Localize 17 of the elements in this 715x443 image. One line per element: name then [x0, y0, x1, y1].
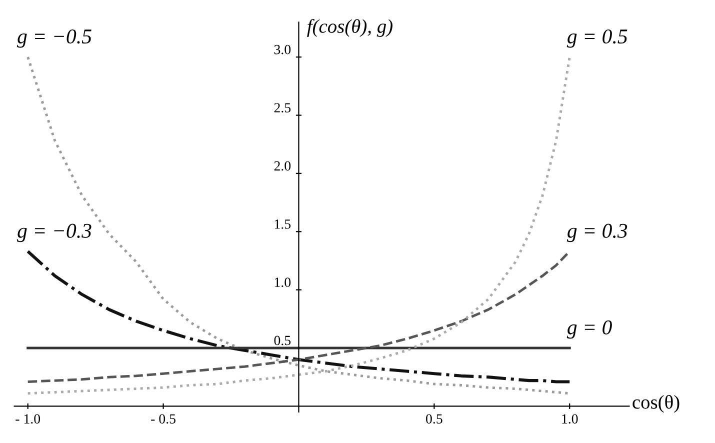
series-label: g = 0.5	[566, 29, 628, 48]
series-label: g = 0	[566, 320, 612, 339]
y-tick-label: 2.0	[274, 161, 291, 171]
x-tick-label: 1.0	[562, 414, 578, 424]
y-tick-label: 2.5	[274, 103, 291, 112]
y-tick-label: 1.5	[274, 219, 291, 229]
x-tick-label: - 0.5	[151, 414, 176, 424]
y-tick-label: 0.5	[274, 336, 291, 346]
series-label: g = −0.5	[17, 29, 92, 48]
series-label: g = −0.3	[17, 224, 92, 242]
series-label: g = 0.3	[566, 224, 628, 242]
x-tick-label: - 1.0	[16, 414, 40, 424]
x-axis-title: cos(θ)	[632, 394, 680, 413]
y-axis-title: f(cos(θ), g)	[307, 19, 392, 37]
y-tick-label: 3.0	[274, 44, 291, 54]
x-tick-label: 0.5	[426, 414, 442, 424]
y-tick-label: 1.0	[274, 278, 291, 288]
